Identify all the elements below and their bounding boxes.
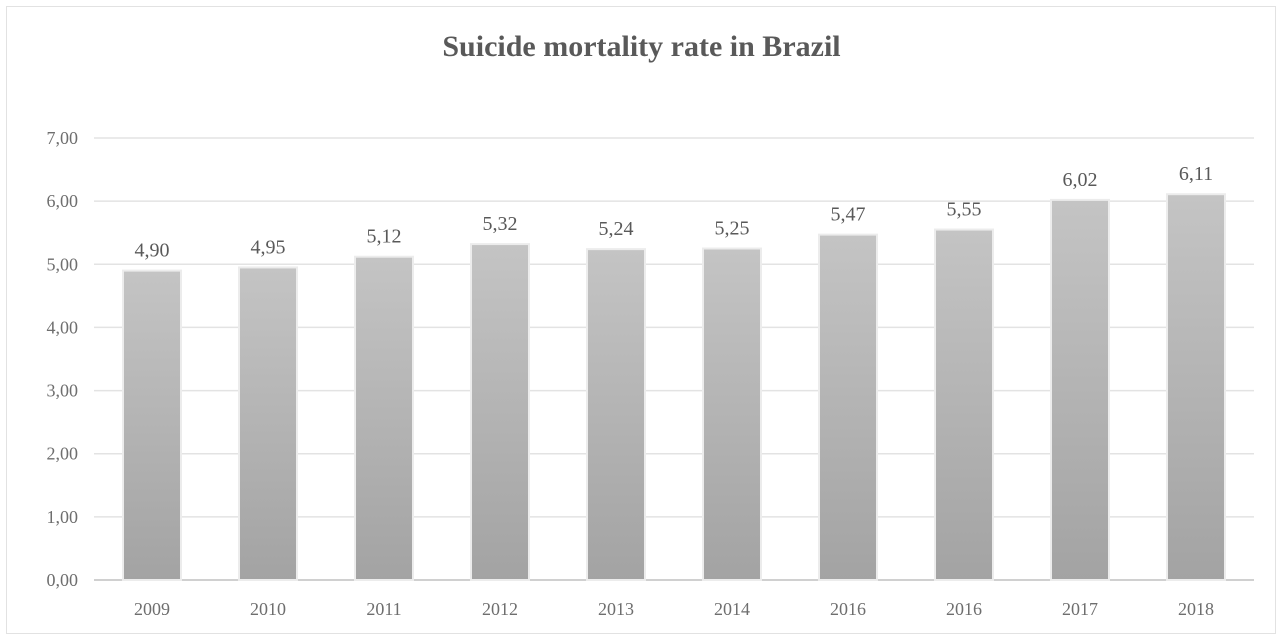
data-label: 5,12 xyxy=(367,226,402,248)
y-tick-label: 2,00 xyxy=(47,444,79,464)
x-tick-label: 2013 xyxy=(598,599,634,619)
data-label: 6,02 xyxy=(1063,169,1098,191)
bar-2018 xyxy=(1166,193,1226,581)
y-tick-label: 4,00 xyxy=(47,317,79,337)
bar-2017 xyxy=(1050,198,1110,581)
x-tick-label: 2016 xyxy=(946,599,982,619)
y-tick-label: 6,00 xyxy=(47,191,79,211)
x-axis-ticks: 2009 2010 2011 2012 2013 2014 2016 2016 2017 2018 xyxy=(134,599,1214,619)
data-label: 5,24 xyxy=(599,218,634,240)
x-tick-label: 2017 xyxy=(1062,599,1098,619)
data-label: 5,32 xyxy=(483,213,518,235)
x-tick-label: 2018 xyxy=(1178,599,1214,619)
data-labels: 4,90 4,95 5,12 5,32 5,24 5,25 5,47 5,55 6,02 6,11 xyxy=(135,163,1214,261)
bar-2010 xyxy=(238,266,298,581)
bars xyxy=(122,193,1226,582)
y-tick-label: 5,00 xyxy=(47,254,79,274)
y-tick-label: 7,00 xyxy=(47,128,79,148)
bar-2012 xyxy=(470,243,530,582)
bar-2014 xyxy=(702,247,762,581)
bar-2016 xyxy=(934,228,994,582)
data-label: 4,95 xyxy=(251,236,286,258)
y-tick-label: 3,00 xyxy=(47,381,79,401)
bar-2013 xyxy=(586,248,646,581)
x-tick-label: 2014 xyxy=(714,599,750,619)
chart-title: Suicide mortality rate in Brazil xyxy=(442,30,841,63)
x-tick-label: 2010 xyxy=(250,599,286,619)
y-tick-label: 0,00 xyxy=(47,570,79,590)
y-axis-ticks: 0,00 1,00 2,00 3,00 4,00 5,00 6,00 7,00 xyxy=(47,128,79,590)
bar-2011 xyxy=(354,255,414,581)
x-tick-label: 2009 xyxy=(134,599,170,619)
x-tick-label: 2012 xyxy=(482,599,518,619)
data-label: 5,47 xyxy=(831,204,866,226)
x-tick-label: 2016 xyxy=(830,599,866,619)
y-tick-label: 1,00 xyxy=(47,507,79,527)
data-label: 5,25 xyxy=(715,218,750,240)
x-tick-label: 2011 xyxy=(366,599,401,619)
bar-2009 xyxy=(122,269,182,581)
data-label: 4,90 xyxy=(135,240,170,262)
data-label: 5,55 xyxy=(947,199,982,221)
bar-2016 xyxy=(818,233,878,581)
data-label: 6,11 xyxy=(1179,163,1213,185)
